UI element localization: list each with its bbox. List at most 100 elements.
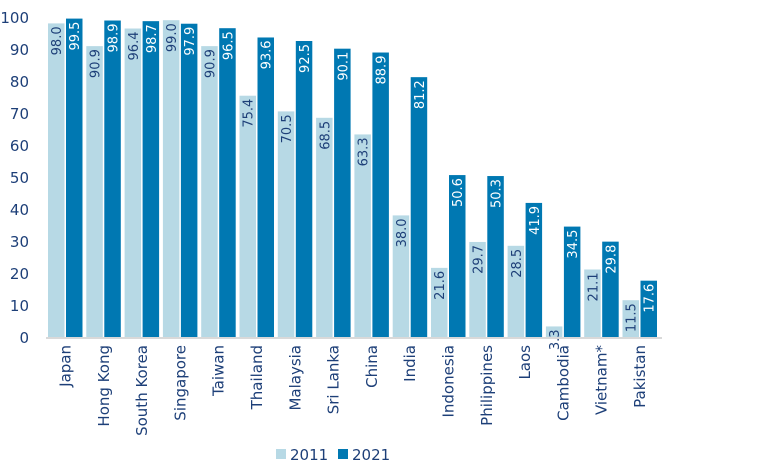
x-tick-label: Cambodia <box>554 345 572 421</box>
y-tick-label: 0 <box>19 329 29 347</box>
data-label: 90.1 <box>336 52 351 81</box>
data-label: 70.5 <box>280 114 295 143</box>
x-tick-label: Malaysia <box>286 345 304 411</box>
data-label: 21.6 <box>433 271 448 300</box>
x-tick-label: China <box>363 345 381 388</box>
data-label: 68.5 <box>318 121 333 150</box>
data-label: 75.4 <box>242 99 257 128</box>
data-label: 34.5 <box>566 230 581 259</box>
data-label: 3.3 <box>548 329 563 350</box>
data-label: 63.3 <box>357 137 372 166</box>
bar-2011 <box>507 245 525 337</box>
data-label: 93.6 <box>260 40 275 69</box>
bar-2021 <box>410 77 428 337</box>
y-tick-label: 50 <box>10 169 29 187</box>
bar-2011 <box>469 241 486 337</box>
x-tick-label: Indonesia <box>440 345 458 418</box>
data-label: 38.0 <box>395 218 410 247</box>
bar-2021 <box>372 52 389 338</box>
bar-2011 <box>124 28 142 338</box>
y-tick-label: 90 <box>10 41 29 59</box>
data-label: 11.5 <box>625 303 640 332</box>
bar-2021 <box>219 28 236 337</box>
bar-2021 <box>180 23 198 337</box>
data-label: 50.6 <box>451 178 466 207</box>
bar-2011 <box>392 215 410 337</box>
bar-2021 <box>142 21 160 337</box>
data-label: 92.5 <box>298 44 313 73</box>
x-tick-label: Pakistan <box>631 345 649 408</box>
legend-label: 2011 <box>290 446 328 464</box>
bar-2021 <box>66 18 83 337</box>
data-label: 96.5 <box>221 31 236 60</box>
legend-swatch <box>338 449 348 459</box>
data-label: 17.6 <box>643 284 658 313</box>
bar-2011 <box>239 95 256 337</box>
x-tick-label: Thailand <box>248 345 266 410</box>
bar-2011 <box>86 46 103 338</box>
bar-2021 <box>602 241 619 337</box>
data-label: 96.4 <box>127 32 142 61</box>
x-tick-label: India <box>401 345 419 382</box>
y-tick-label: 10 <box>10 297 29 315</box>
bar-2021 <box>525 202 543 337</box>
data-label: 29.7 <box>472 245 487 274</box>
x-tick-label: Taiwan <box>210 345 228 397</box>
x-axis-labels: Japan Hong Kong South Korea Singapore Taiwan… <box>57 345 650 436</box>
data-label: 21.1 <box>586 272 601 301</box>
bar-2011 <box>584 269 601 337</box>
y-tick-label: 70 <box>10 105 29 123</box>
data-label: 98.0 <box>50 26 65 55</box>
bar-2011 <box>277 111 295 338</box>
legend-swatch <box>276 449 286 459</box>
bar-2021 <box>487 176 504 337</box>
bar-2021 <box>640 280 657 337</box>
data-label: 99.0 <box>165 23 180 52</box>
data-label: 41.9 <box>528 206 543 235</box>
y-tick-label: 60 <box>10 137 29 155</box>
data-label: 50.3 <box>490 179 505 208</box>
legend: 2011 2021 <box>276 446 390 464</box>
data-label: 29.8 <box>604 245 619 274</box>
x-tick-label: Japan <box>57 345 75 388</box>
x-tick-label: Philippines <box>478 345 496 426</box>
bar-2011 <box>316 117 333 337</box>
bar-2011 <box>201 46 218 338</box>
data-label: 99.5 <box>68 22 83 51</box>
data-label: 97.9 <box>183 27 198 56</box>
y-tick-label: 20 <box>10 265 29 283</box>
bar-2021 <box>104 20 121 338</box>
bars: 98.0 99.590.998.9 96.4 98.7 99.0 97.990.996.5… <box>48 18 658 350</box>
legend-label: 2021 <box>352 446 390 464</box>
x-tick-label: Singapore <box>171 345 189 421</box>
bar-2011 <box>162 20 180 337</box>
data-label: 88.9 <box>375 56 390 85</box>
bar-2021 <box>449 175 466 337</box>
data-label: 98.9 <box>107 24 122 53</box>
bar-2011 <box>545 326 563 337</box>
data-label: 90.9 <box>89 49 104 78</box>
bar-2021 <box>334 48 351 338</box>
data-label: 28.5 <box>510 249 525 278</box>
data-label: 90.9 <box>203 49 218 78</box>
y-tick-label: 40 <box>10 201 29 219</box>
bar-2021 <box>563 226 581 337</box>
bar-2011 <box>431 267 448 337</box>
y-tick-label: 30 <box>10 233 29 251</box>
x-tick-label: Sri Lanka <box>325 345 343 414</box>
x-tick-label: Vietnam* <box>593 345 611 416</box>
bar-2021 <box>257 37 274 337</box>
bar-2011 <box>622 300 639 337</box>
bar-2021 <box>295 41 313 337</box>
y-tick-label: 80 <box>10 73 29 91</box>
x-tick-label: South Korea <box>133 345 151 436</box>
y-tick-label: 100 <box>0 9 29 27</box>
y-axis: 0 10 20 30 40 50 60 70 80 90 100 <box>0 9 29 347</box>
bar-2011 <box>354 134 371 337</box>
bar-2011 <box>48 23 65 338</box>
data-label: 98.7 <box>145 24 160 53</box>
x-tick-label: Hong Kong <box>95 345 113 427</box>
x-tick-label: Laos <box>516 345 534 380</box>
data-label: 81.2 <box>413 80 428 109</box>
